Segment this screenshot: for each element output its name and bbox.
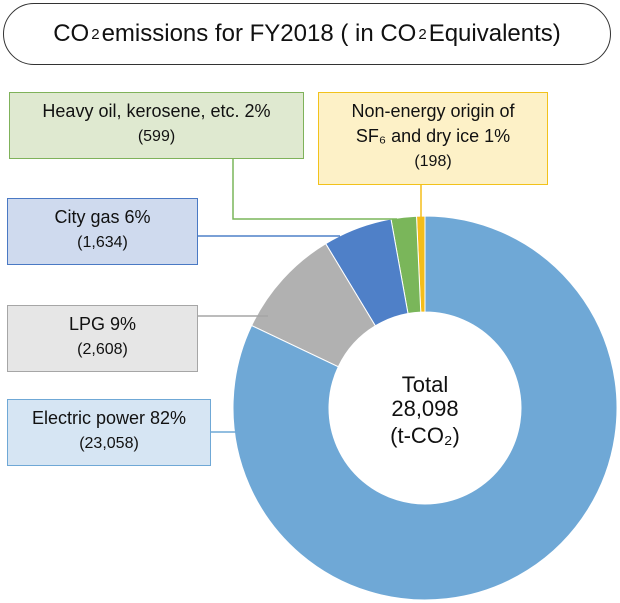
label-city-gas-value: (1,634) bbox=[77, 234, 128, 251]
label-heavy-oil-value: (599) bbox=[137, 128, 176, 145]
label-electric-power: Electric power 82% (23,058) bbox=[7, 399, 211, 466]
label-heavy-oil-percent: 2% bbox=[244, 101, 271, 121]
label-city-gas-name: City gas bbox=[54, 207, 120, 227]
label-city-gas: City gas 6% (1,634) bbox=[7, 198, 198, 265]
label-lpg-name: LPG bbox=[68, 314, 105, 334]
center-total-value: 28,098 bbox=[391, 396, 459, 421]
center-total-unit: (t-CO₂) bbox=[390, 423, 460, 448]
label-lpg: LPG 9% (2,608) bbox=[7, 305, 198, 372]
donut-hole bbox=[329, 312, 521, 504]
title-subscript-1: 2 bbox=[91, 25, 100, 43]
label-electric-power-percent: 82% bbox=[150, 408, 187, 428]
title-text-1: CO bbox=[53, 20, 90, 47]
center-total-label: Total bbox=[401, 372, 449, 397]
leader-line-3 bbox=[232, 159, 397, 220]
label-non-energy: Non-energy origin of SF₆ and dry ice 1% … bbox=[318, 92, 548, 185]
label-lpg-value: (2,608) bbox=[77, 341, 128, 358]
label-lpg-percent: 9% bbox=[110, 314, 137, 334]
label-electric-power-value: (23,058) bbox=[79, 435, 139, 452]
label-non-energy-percent: 1% bbox=[484, 126, 511, 146]
label-heavy-oil: Heavy oil, kerosene, etc. 2% (599) bbox=[9, 92, 304, 159]
label-non-energy-value: (198) bbox=[414, 153, 452, 170]
label-electric-power-name: Electric power bbox=[31, 408, 145, 428]
title-text-2: emissions for FY2018 ( in CO bbox=[101, 20, 417, 47]
label-heavy-oil-name: Heavy oil, kerosene, etc. bbox=[42, 101, 240, 121]
label-non-energy-name: Non-energy origin of bbox=[351, 101, 515, 121]
title-subscript-2: 2 bbox=[418, 25, 427, 43]
label-city-gas-percent: 6% bbox=[124, 207, 151, 227]
chart-title: CO 2 emissions for FY2018 ( in CO 2 Equiva… bbox=[3, 3, 611, 65]
label-non-energy-name-line2: SF₆ and dry ice bbox=[355, 126, 480, 146]
title-text-3: Equivalents) bbox=[428, 20, 561, 47]
